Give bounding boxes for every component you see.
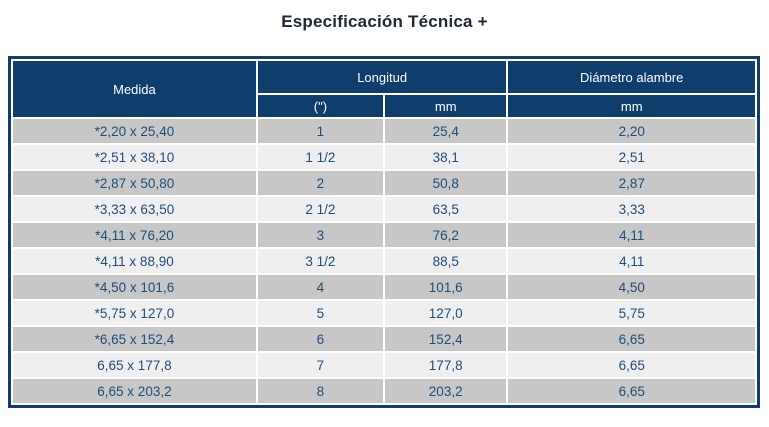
cell-longitud-in: 2 xyxy=(257,171,383,195)
spec-table: Medida Longitud Diámetro alambre (") mm … xyxy=(8,56,760,408)
cell-longitud-mm: 88,5 xyxy=(384,249,507,273)
column-subheader-longitud-inches: (") xyxy=(257,95,383,117)
cell-diametro-mm: 2,20 xyxy=(508,119,755,143)
cell-diametro-mm: 2,87 xyxy=(508,171,755,195)
column-header-diametro-alambre: Diámetro alambre xyxy=(508,61,755,93)
table-row: *2,51 x 38,10 1 1/2 38,1 2,51 xyxy=(13,145,755,169)
header-row-units: (") mm mm xyxy=(13,95,755,117)
cell-diametro-mm: 6,65 xyxy=(508,327,755,351)
spec-table-body: *2,20 x 25,40 1 25,4 2,20 *2,51 x 38,10 … xyxy=(13,119,755,403)
cell-longitud-mm: 76,2 xyxy=(384,223,507,247)
cell-longitud-mm: 25,4 xyxy=(384,119,507,143)
table-row: *4,50 x 101,6 4 101,6 4,50 xyxy=(13,275,755,299)
cell-diametro-mm: 4,11 xyxy=(508,223,755,247)
cell-medida: *4,50 x 101,6 xyxy=(13,275,256,299)
cell-medida: 6,65 x 177,8 xyxy=(13,353,256,377)
header-row-groups: Medida Longitud Diámetro alambre xyxy=(13,61,755,117)
cell-longitud-in: 1 1/2 xyxy=(257,145,383,169)
cell-medida: 6,65 x 203,2 xyxy=(13,379,256,403)
cell-longitud-in: 3 xyxy=(257,223,383,247)
table-row: *4,11 x 88,90 3 1/2 88,5 4,11 xyxy=(13,249,755,273)
cell-diametro-mm: 6,65 xyxy=(508,353,755,377)
cell-longitud-mm: 152,4 xyxy=(384,327,507,351)
cell-longitud-in: 6 xyxy=(257,327,383,351)
cell-longitud-in: 3 1/2 xyxy=(257,249,383,273)
cell-longitud-mm: 101,6 xyxy=(384,275,507,299)
table-row: *6,65 x 152,4 6 152,4 6,65 xyxy=(13,327,755,351)
cell-medida: *5,75 x 127,0 xyxy=(13,301,256,325)
cell-longitud-mm: 177,8 xyxy=(384,353,507,377)
cell-longitud-in: 4 xyxy=(257,275,383,299)
cell-diametro-mm: 5,75 xyxy=(508,301,755,325)
cell-longitud-mm: 127,0 xyxy=(384,301,507,325)
cell-longitud-mm: 38,1 xyxy=(384,145,507,169)
column-header-medida: Medida xyxy=(13,61,256,117)
cell-longitud-mm: 50,8 xyxy=(384,171,507,195)
cell-medida: *6,65 x 152,4 xyxy=(13,327,256,351)
cell-diametro-mm: 4,11 xyxy=(508,249,755,273)
cell-longitud-in: 2 1/2 xyxy=(257,197,383,221)
cell-diametro-mm: 6,65 xyxy=(508,379,755,403)
table-row: 6,65 x 203,2 8 203,2 6,65 xyxy=(13,379,755,403)
cell-medida: *2,87 x 50,80 xyxy=(13,171,256,195)
table-row: *2,20 x 25,40 1 25,4 2,20 xyxy=(13,119,755,143)
column-header-longitud: Longitud xyxy=(257,61,507,93)
cell-diametro-mm: 2,51 xyxy=(508,145,755,169)
cell-medida: *3,33 x 63,50 xyxy=(13,197,256,221)
cell-longitud-mm: 63,5 xyxy=(384,197,507,221)
cell-longitud-in: 1 xyxy=(257,119,383,143)
cell-medida: *4,11 x 88,90 xyxy=(13,249,256,273)
cell-diametro-mm: 4,50 xyxy=(508,275,755,299)
cell-medida: *2,20 x 25,40 xyxy=(13,119,256,143)
cell-longitud-in: 8 xyxy=(257,379,383,403)
column-subheader-diametro-mm: mm xyxy=(508,95,755,117)
table-row: 6,65 x 177,8 7 177,8 6,65 xyxy=(13,353,755,377)
table-row: *3,33 x 63,50 2 1/2 63,5 3,33 xyxy=(13,197,755,221)
table-row: *4,11 x 76,20 3 76,2 4,11 xyxy=(13,223,755,247)
cell-longitud-mm: 203,2 xyxy=(384,379,507,403)
table-row: *5,75 x 127,0 5 127,0 5,75 xyxy=(13,301,755,325)
spec-table-header: Medida Longitud Diámetro alambre (") mm … xyxy=(13,61,755,117)
cell-medida: *4,11 x 76,20 xyxy=(13,223,256,247)
page-title: Especificación Técnica + xyxy=(281,12,488,31)
cell-medida: *2,51 x 38,10 xyxy=(13,145,256,169)
cell-longitud-in: 5 xyxy=(257,301,383,325)
cell-diametro-mm: 3,33 xyxy=(508,197,755,221)
cell-longitud-in: 7 xyxy=(257,353,383,377)
table-row: *2,87 x 50,80 2 50,8 2,87 xyxy=(13,171,755,195)
column-subheader-longitud-mm: mm xyxy=(384,95,507,117)
